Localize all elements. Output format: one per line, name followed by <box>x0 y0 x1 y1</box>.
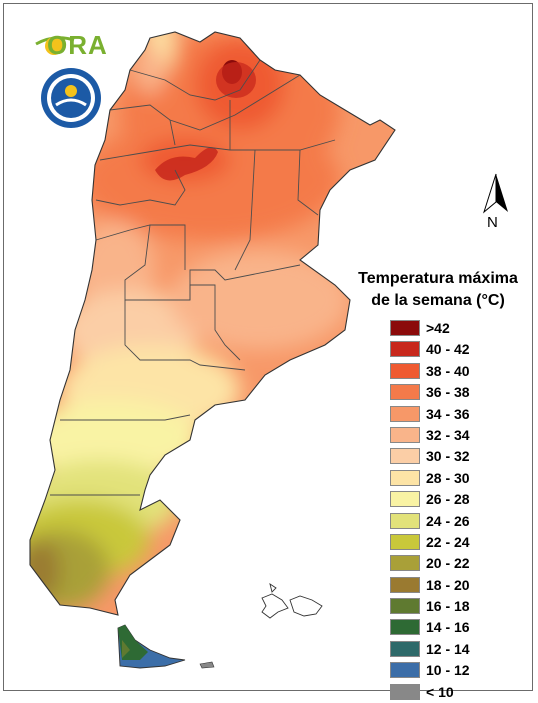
legend-label: 16 - 18 <box>426 598 470 615</box>
ora-logo-text: ORA <box>47 30 108 60</box>
tierra-del-fuego <box>117 624 215 669</box>
legend-swatch <box>390 555 420 572</box>
legend-label: 20 - 22 <box>426 555 470 572</box>
legend-label: 36 - 38 <box>426 384 470 401</box>
legend-row: >42 <box>390 318 510 339</box>
legend-row: 20 - 22 <box>390 553 510 574</box>
north-label: N <box>487 214 498 231</box>
ora-logo <box>34 30 104 62</box>
legend-swatch <box>390 426 420 443</box>
legend-label: 28 - 30 <box>426 469 470 486</box>
legend-swatch <box>390 512 420 529</box>
legend-label: 14 - 16 <box>426 619 470 636</box>
legend-row: 38 - 40 <box>390 361 510 382</box>
legend-swatch <box>390 576 420 593</box>
legend-swatch <box>390 384 420 401</box>
malvinas-islands <box>261 582 323 619</box>
legend-row: 26 - 28 <box>390 489 510 510</box>
legend-row: < 10 <box>390 682 510 703</box>
legend-items: >42 40 - 42 38 - 40 36 - 38 34 - 36 32 - 34 30… <box>390 318 510 703</box>
legend-swatch <box>390 448 420 465</box>
legend-label: >42 <box>426 320 450 336</box>
legend-row: 30 - 32 <box>390 446 510 467</box>
smn-logo <box>40 67 102 129</box>
legend-title-line2: de la semana (°C) <box>371 292 505 309</box>
north-arrow-icon <box>480 172 512 232</box>
legend-label: 30 - 32 <box>426 448 470 465</box>
legend-label: 26 - 28 <box>426 491 470 508</box>
legend-swatch <box>390 683 420 700</box>
legend-row: 32 - 34 <box>390 425 510 446</box>
legend-swatch <box>390 491 420 508</box>
legend-swatch <box>390 469 420 486</box>
legend-row: 36 - 38 <box>390 382 510 403</box>
legend-swatch <box>390 619 420 636</box>
legend-row: 24 - 26 <box>390 511 510 532</box>
legend-row: 16 - 18 <box>390 596 510 617</box>
legend: Temperatura máxima de la semana (°C) >42… <box>340 268 536 700</box>
legend-swatch <box>390 640 420 657</box>
legend-row: 40 - 42 <box>390 339 510 360</box>
legend-swatch <box>390 533 420 550</box>
legend-label: 40 - 42 <box>426 341 470 358</box>
province-boundaries <box>50 59 336 496</box>
legend-row: 28 - 30 <box>390 468 510 489</box>
legend-swatch <box>390 362 420 379</box>
legend-label: 22 - 24 <box>426 533 470 550</box>
legend-row: 34 - 36 <box>390 404 510 425</box>
legend-swatch <box>390 405 420 422</box>
legend-label: 12 - 14 <box>426 640 470 657</box>
legend-label: 24 - 26 <box>426 512 470 529</box>
legend-row: 10 - 12 <box>390 660 510 681</box>
legend-swatch <box>390 341 420 358</box>
legend-row: 22 - 24 <box>390 532 510 553</box>
legend-label: 34 - 36 <box>426 405 470 422</box>
legend-label: 18 - 20 <box>426 576 470 593</box>
legend-row: 18 - 20 <box>390 575 510 596</box>
legend-label: 10 - 12 <box>426 662 470 679</box>
legend-swatch <box>390 320 420 336</box>
legend-label: 38 - 40 <box>426 362 470 379</box>
legend-title-line1: Temperatura máxima <box>358 270 518 287</box>
legend-row: 12 - 14 <box>390 639 510 660</box>
legend-row: 14 - 16 <box>390 617 510 638</box>
legend-label: < 10 <box>426 683 454 700</box>
country-outline <box>29 31 396 616</box>
legend-label: 32 - 34 <box>426 426 470 443</box>
legend-swatch <box>390 598 420 615</box>
legend-swatch <box>390 662 420 679</box>
